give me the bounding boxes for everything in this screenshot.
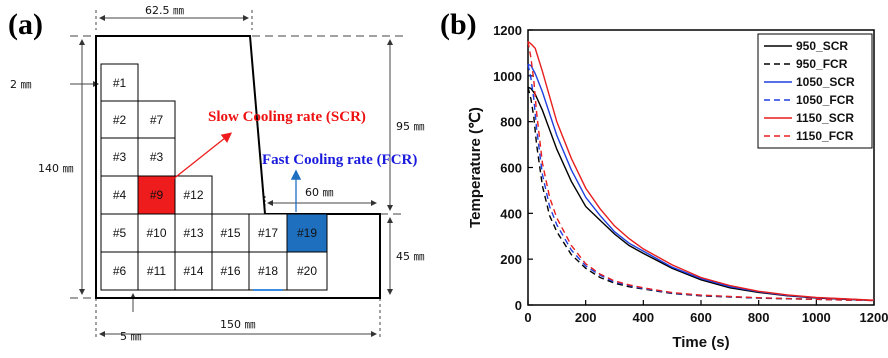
legend-label: 1150_SCR [796, 111, 854, 125]
cell-label: #9 [150, 188, 164, 202]
cell-label: #18 [258, 264, 278, 278]
cooling-curve-chart: 0 200 400 600 800 1000 1200 0 200 400 600 800 1000 12… [467, 23, 888, 351]
x-tick-label: 1000 [802, 310, 831, 325]
cell-label: #19 [297, 226, 317, 240]
cell-label: #3 [150, 150, 164, 164]
dim-step: 60 ㎜ [305, 186, 334, 199]
cell-label: #12 [183, 188, 203, 202]
cell-label: #20 [297, 264, 317, 278]
y-tick-label: 400 [500, 206, 522, 221]
legend-label: 1150_FCR [796, 129, 854, 143]
legend-label: 950_SCR [796, 39, 848, 53]
dim-top: 62.5 ㎜ [145, 4, 184, 17]
dim-right-lower: 45 ㎜ [396, 250, 425, 263]
sample-grid [101, 64, 327, 290]
dim-cell-size: 2 ㎜ [10, 78, 32, 91]
panel-a-label: (a) [8, 8, 43, 41]
x-tick-label: 600 [690, 310, 712, 325]
fast-cooling-label: Fast Cooling rate (FCR) [262, 152, 417, 168]
dim-left: 140 ㎜ [38, 162, 74, 175]
slow-arrow [172, 134, 230, 180]
cell-label: #7 [150, 113, 164, 127]
cell-label: #3 [113, 150, 127, 164]
x-tick-label: 0 [524, 310, 531, 325]
y-tick-label: 1000 [493, 69, 522, 84]
y-tick-label: 600 [500, 161, 522, 176]
cell-label: #4 [113, 188, 127, 202]
y-tick-label: 1200 [493, 23, 522, 38]
cell-label: #16 [220, 264, 240, 278]
y-tick-label: 800 [500, 115, 522, 130]
dim-bottom: 150 ㎜ [220, 318, 256, 331]
y-tick-label: 200 [500, 252, 522, 267]
cell-label: #11 [147, 264, 166, 278]
legend-label: 1050_SCR [796, 75, 855, 89]
cell-label: #10 [146, 226, 166, 240]
dim-right-upper: 95 ㎜ [396, 120, 425, 133]
cell-label: #14 [183, 264, 203, 278]
x-tick-label: 1200 [860, 310, 888, 325]
x-tick-label: 800 [748, 310, 770, 325]
cell-label: #15 [220, 226, 240, 240]
legend-label: 1050_FCR [796, 93, 854, 107]
panel-a: (a) [8, 4, 425, 343]
x-axis-title: Time (s) [672, 334, 729, 351]
y-tick-label: 0 [515, 298, 522, 313]
cell-label: #5 [113, 226, 127, 240]
cell-label: #17 [258, 226, 278, 240]
slow-cooling-label: Slow Cooling rate (SCR) [208, 109, 366, 125]
cell-label: #1 [113, 76, 127, 90]
x-tick-label: 400 [632, 310, 654, 325]
panel-b: (b) 0 200 400 600 800 1000 1200 0 200 400 600 800 10… [440, 8, 888, 351]
dim-margin: 5 ㎜ [120, 330, 142, 343]
panel-b-label: (b) [440, 8, 477, 41]
cell-label: #6 [113, 264, 127, 278]
y-axis-title: Temperature (℃) [467, 107, 484, 228]
cell-label: #13 [183, 226, 203, 240]
legend-label: 950_FCR [796, 57, 848, 71]
x-tick-label: 200 [575, 310, 597, 325]
cell-label: #2 [113, 113, 127, 127]
